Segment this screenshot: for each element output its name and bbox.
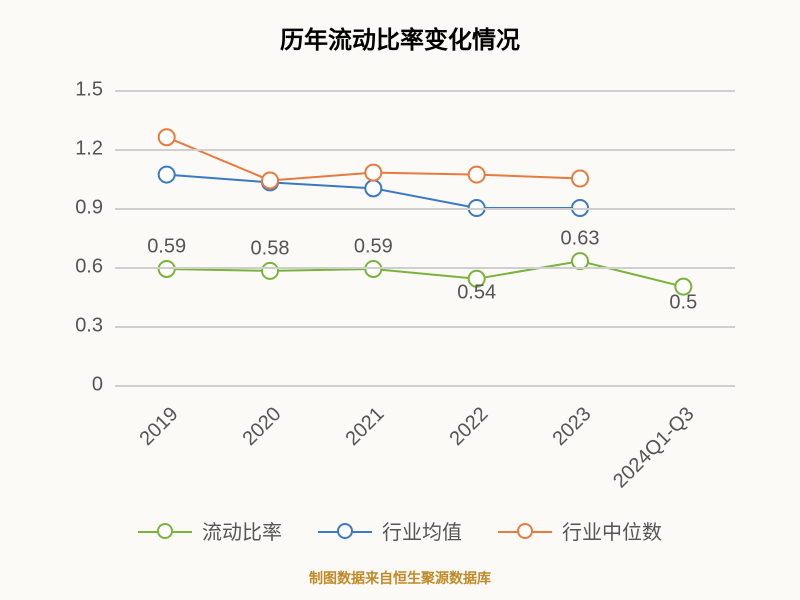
y-axis-label: 0.6 [75, 256, 115, 279]
legend-item-median: 行业中位数 [498, 516, 662, 545]
series-marker-median [365, 165, 381, 181]
series-marker-median [262, 172, 278, 188]
legend-label: 行业均值 [382, 516, 462, 545]
gridline [115, 208, 735, 210]
gridline [115, 90, 735, 92]
attribution-text: 制图数据来自恒生聚源数据库 [0, 568, 800, 588]
y-axis-label: 0 [92, 374, 115, 397]
x-axis-label: 2023 [481, 403, 596, 518]
value-label: 0.63 [561, 228, 600, 251]
gridline [115, 326, 735, 328]
y-axis-label: 1.5 [75, 79, 115, 102]
series-marker-median [469, 167, 485, 183]
legend-label: 行业中位数 [562, 516, 662, 545]
plot-area: 00.30.60.91.21.5201920202021202220232024… [115, 90, 735, 385]
chart-container: 历年流动比率变化情况 00.30.60.91.21.52019202020212… [0, 0, 800, 600]
value-label: 0.59 [354, 235, 393, 258]
x-axis-label: 2022 [378, 403, 493, 518]
plot-svg [115, 90, 735, 385]
legend-item-avg: 行业均值 [318, 516, 462, 545]
series-marker-median [159, 129, 175, 145]
x-axis-label: 2021 [274, 403, 389, 518]
legend-swatch [318, 520, 372, 542]
value-label: 0.59 [147, 235, 186, 258]
series-line-ratio [167, 261, 684, 287]
x-axis-label: 2020 [171, 403, 286, 518]
y-axis-label: 1.2 [75, 138, 115, 161]
y-axis-label: 0.9 [75, 197, 115, 220]
chart-title: 历年流动比率变化情况 [0, 20, 800, 55]
gridline [115, 267, 735, 269]
y-axis-label: 0.3 [75, 315, 115, 338]
value-label: 0.54 [457, 281, 496, 304]
series-marker-median [572, 171, 588, 187]
x-axis-label: 2024Q1-Q3 [584, 403, 699, 518]
legend-label: 流动比率 [202, 516, 282, 545]
legend-swatch [498, 520, 552, 542]
gridline [115, 385, 735, 387]
series-marker-avg [159, 167, 175, 183]
legend-swatch [138, 520, 192, 542]
legend-item-ratio: 流动比率 [138, 516, 282, 545]
value-label: 0.58 [251, 237, 290, 260]
x-axis-label: 2019 [68, 403, 183, 518]
series-marker-avg [365, 180, 381, 196]
series-marker-ratio [262, 263, 278, 279]
value-label: 0.5 [669, 291, 697, 314]
legend: 流动比率 行业均值 行业中位数 [0, 516, 800, 548]
gridline [115, 149, 735, 151]
